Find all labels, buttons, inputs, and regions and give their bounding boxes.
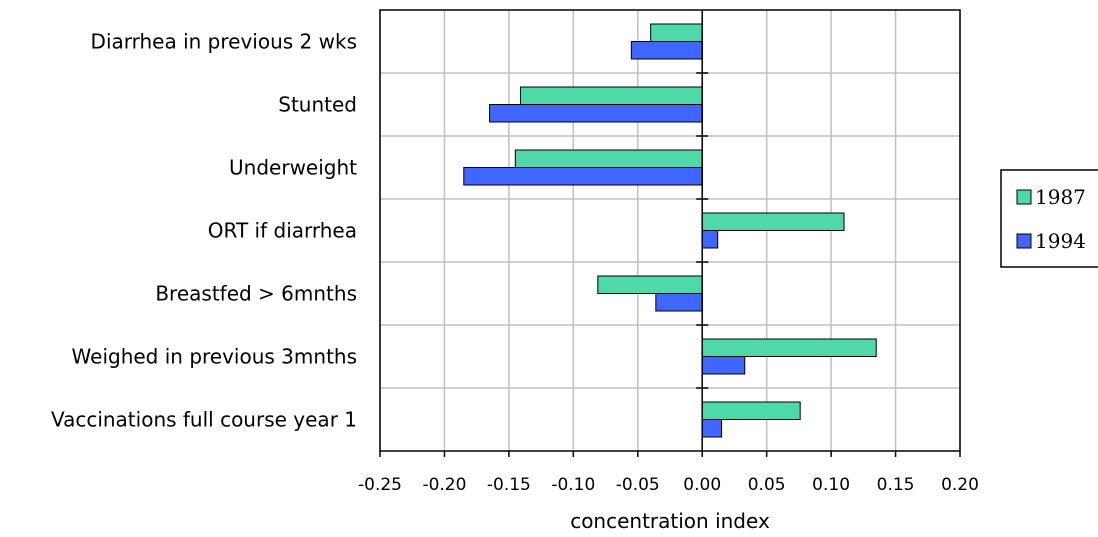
- x-tick-label: 0.10: [812, 475, 850, 495]
- bar-1994: [701, 419, 723, 438]
- bar-series: [463, 23, 877, 438]
- category-label: Weighed in previous 3mnths: [72, 345, 357, 369]
- bar-1987: [514, 149, 703, 168]
- category-labels: Diarrhea in previous 2 wks Stunted Underwe…: [51, 30, 357, 432]
- x-tick-label: 0.20: [941, 475, 979, 495]
- legend-swatch-1994: [1016, 233, 1032, 249]
- bar-1987: [701, 401, 801, 420]
- legend-box: [1000, 169, 1098, 268]
- x-tick-label: 0.15: [877, 475, 915, 495]
- category-label: Vaccinations full course year 1: [51, 408, 357, 432]
- legend-swatch-1987: [1016, 189, 1032, 205]
- bar-1994: [655, 293, 703, 312]
- bar-1994: [701, 230, 719, 249]
- category-label: Breastfed > 6mnths: [155, 282, 357, 306]
- x-tick-label: 0.05: [748, 475, 786, 495]
- legend-label-1994: 1994: [1035, 229, 1086, 253]
- x-tick-labels: -0.25 -0.20 -0.15 -0.10 -0.05 0.00 0.05 0.10 0.1…: [358, 475, 979, 495]
- bar-1994: [463, 167, 703, 186]
- bar-1987: [650, 23, 703, 42]
- bar-1987: [597, 275, 703, 294]
- bar-1994: [630, 41, 703, 60]
- legend: 1987 1994: [1000, 169, 1098, 268]
- bar-1987: [701, 212, 845, 231]
- bar-1994: [489, 104, 703, 123]
- x-tick-label: -0.05: [616, 475, 660, 495]
- category-label: Stunted: [278, 93, 357, 117]
- bar-1994: [701, 356, 746, 375]
- bar-1987: [519, 86, 703, 105]
- gridlines: [379, 10, 961, 451]
- axes: [379, 9, 961, 457]
- x-axis-title: concentration index: [570, 509, 770, 533]
- x-tick-label: 0.00: [683, 475, 721, 495]
- bar-1987: [701, 338, 877, 357]
- category-label: Underweight: [229, 156, 357, 180]
- x-tick-label: -0.20: [422, 475, 466, 495]
- x-tick-label: -0.25: [358, 475, 402, 495]
- legend-label-1987: 1987: [1035, 185, 1086, 209]
- x-tick-label: -0.15: [487, 475, 531, 495]
- plot-frame: [379, 9, 961, 452]
- x-tick-label: -0.10: [551, 475, 595, 495]
- category-label: ORT if diarrhea: [208, 219, 357, 243]
- category-label: Diarrhea in previous 2 wks: [91, 30, 357, 54]
